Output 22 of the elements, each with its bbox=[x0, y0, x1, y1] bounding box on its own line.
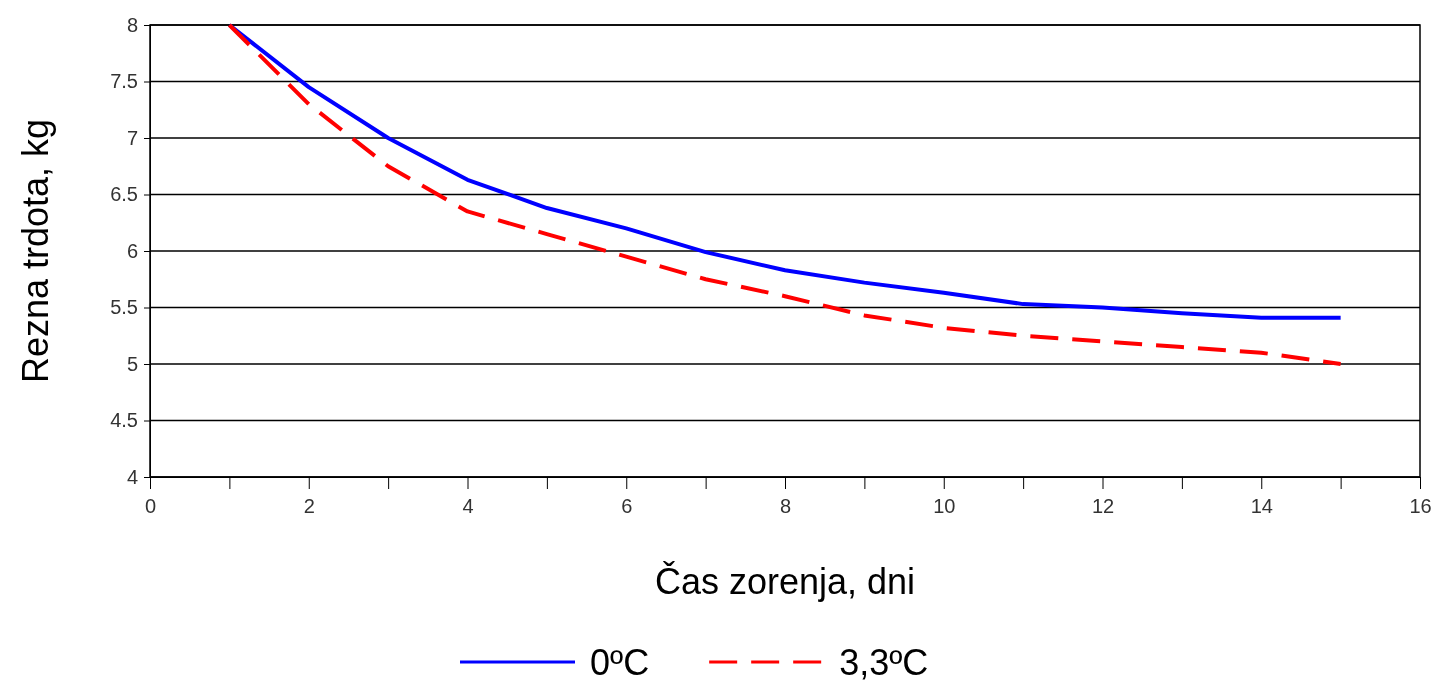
y-axis-title: Rezna trdota, kg bbox=[15, 118, 56, 384]
x-tick-label: 2 bbox=[303, 495, 315, 518]
y-tick-label: 7 bbox=[126, 126, 138, 149]
x-tick-label: 6 bbox=[621, 495, 633, 518]
y-tick-label: 4 bbox=[126, 465, 138, 488]
x-axis-title: Čas zorenja, dni bbox=[654, 561, 916, 602]
y-tick-label: 5.5 bbox=[110, 296, 138, 319]
x-tick-label: 4 bbox=[462, 495, 474, 518]
y-tick-label: 7.5 bbox=[110, 70, 138, 93]
y-tick-label: 5 bbox=[126, 352, 138, 375]
legend-label: 0ºC bbox=[590, 642, 650, 683]
x-tick-label: 8 bbox=[779, 495, 792, 518]
y-tick-label: 4.5 bbox=[110, 409, 138, 432]
y-tick-label: 6 bbox=[126, 239, 138, 262]
x-tick-label: 12 bbox=[1091, 495, 1115, 518]
x-tick-label: 10 bbox=[933, 495, 956, 518]
legend-label: 3,3ºC bbox=[839, 642, 929, 683]
x-tick-label: 14 bbox=[1250, 495, 1273, 518]
x-tick-label: 16 bbox=[1409, 495, 1432, 518]
x-tick-label: 0 bbox=[144, 495, 157, 518]
y-tick-label: 8 bbox=[126, 13, 138, 36]
y-tick-label: 6.5 bbox=[110, 183, 138, 206]
